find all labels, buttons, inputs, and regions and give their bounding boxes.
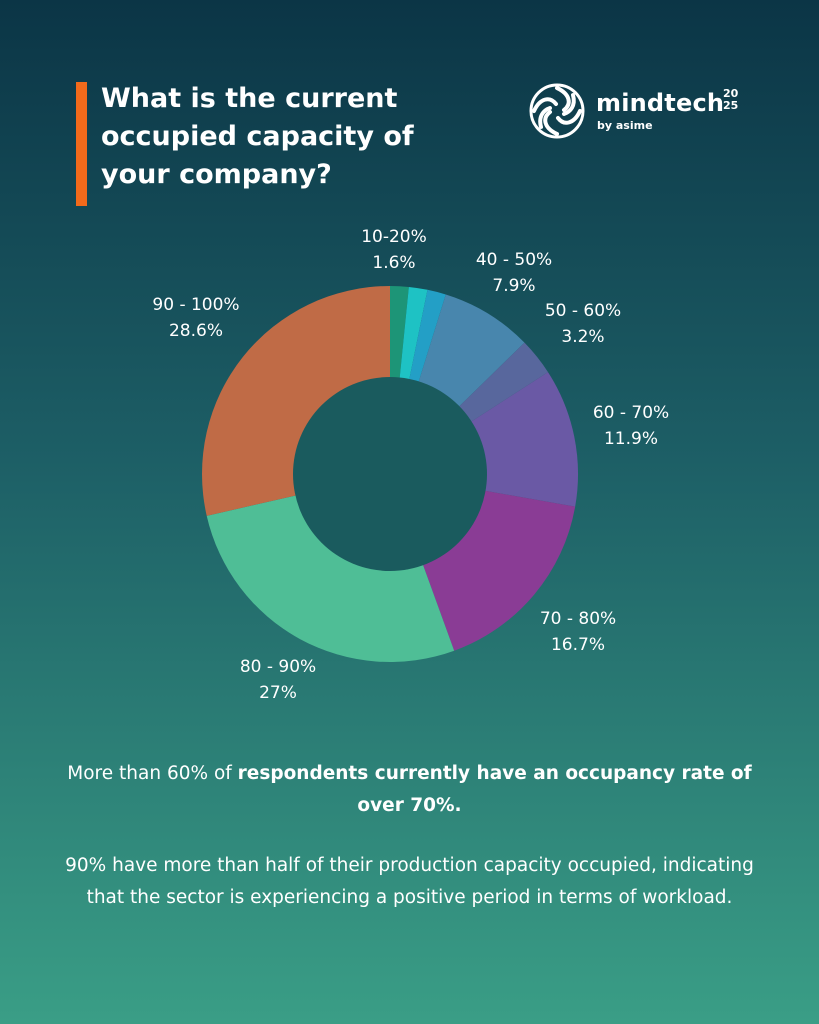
slice-category-label: 90 - 100% <box>152 295 239 315</box>
summary-note-bold: respondents currently have an occupancy … <box>237 763 752 816</box>
page-title: What is the current occupied capacity of… <box>101 83 414 190</box>
logo-year: 20 25 <box>723 88 739 112</box>
slice-value-label: 27% <box>259 683 297 703</box>
detail-note: 90% have more than half of their product… <box>65 855 754 908</box>
title-accent-bar <box>76 82 87 206</box>
slice-labels: 10-20% 1.6% 40 - 50% 7.9% 50 - 60% 3.2% 60 - 7… <box>152 227 669 703</box>
slice-value-label: 1.6% <box>372 253 415 273</box>
slice-category-label: 40 - 50% <box>476 250 552 270</box>
slice-value-label: 28.6% <box>169 321 223 341</box>
slice-category-label: 50 - 60% <box>545 301 621 321</box>
mindtech-logo: mindtech 20 25 by asime <box>526 80 756 150</box>
slice-category-label: 70 - 80% <box>540 609 616 629</box>
logo-wordmark: mindtech <box>596 89 725 117</box>
summary-note-plain: More than 60% of <box>67 763 238 784</box>
slice-category-label: 10-20% <box>361 227 427 247</box>
slice-value-label: 3.2% <box>561 327 604 347</box>
occupancy-donut-chart: 10-20% 1.6% 40 - 50% 7.9% 50 - 60% 3.2% 60 - 7… <box>152 227 669 703</box>
donut-hole <box>293 377 487 571</box>
logo-year-top: 20 <box>723 87 739 100</box>
logo-year-bottom: 25 <box>723 99 739 112</box>
slice-category-label: 60 - 70% <box>593 403 669 423</box>
summary-note: More than 60% of respondents currently h… <box>60 758 759 822</box>
slice-category-label: 80 - 90% <box>240 657 316 677</box>
slice-value-label: 11.9% <box>604 429 658 449</box>
slice-value-label: 7.9% <box>492 276 535 296</box>
logo-subtitle: by asime <box>597 119 653 132</box>
slice-value-label: 16.7% <box>551 635 605 655</box>
mindtech-globe-icon <box>529 83 585 139</box>
